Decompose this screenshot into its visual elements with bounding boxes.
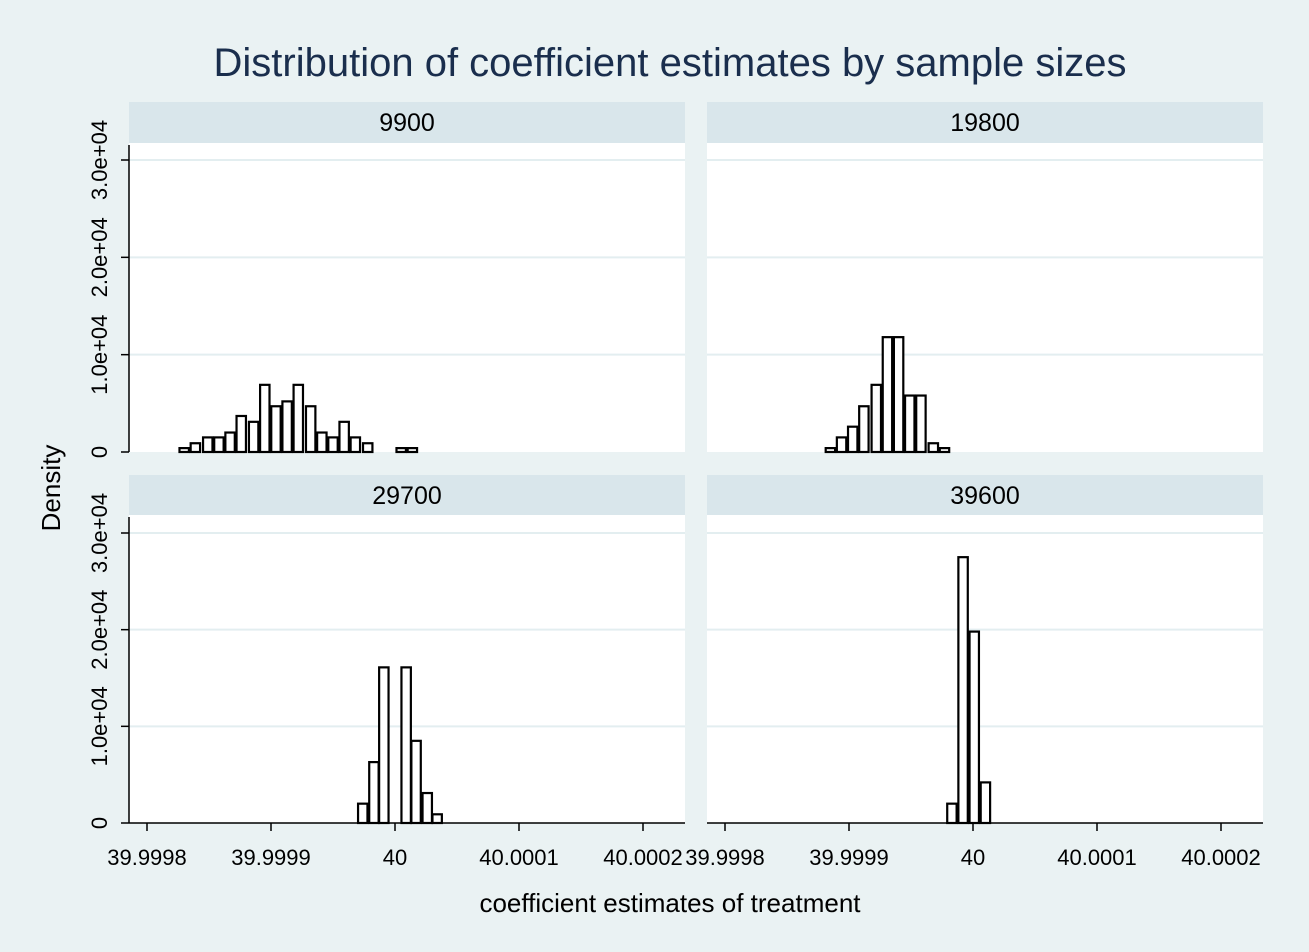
panel-strip [707, 475, 1263, 515]
histogram-bar [979, 781, 992, 825]
histogram-bar [846, 425, 859, 454]
chart-title: Distribution of coefficient estimates by… [214, 41, 1127, 85]
y-tick-label: 2.0e+04 [87, 590, 112, 670]
x-tick-label: 40.0001 [479, 845, 559, 870]
x-tick-label: 39.9998 [685, 845, 765, 870]
x-tick-label: 40.0001 [1057, 845, 1137, 870]
panel-19800: 19800 [707, 102, 1263, 454]
histogram-bar [406, 447, 419, 454]
y-tick-label: 3.0e+04 [87, 120, 112, 200]
histogram-bar [892, 336, 905, 454]
histogram-bar [915, 394, 927, 454]
histogram-bar [824, 447, 837, 454]
histogram-bar [201, 436, 214, 454]
histogram-bar [395, 447, 408, 454]
histogram-bar [338, 420, 350, 454]
histogram-bar [292, 383, 305, 454]
panel-strip [129, 102, 685, 143]
histogram-bar [927, 442, 940, 454]
y-tick-label: 0 [87, 817, 112, 829]
histogram-bar [881, 336, 894, 454]
histogram-bar [356, 802, 369, 825]
histogram-bar [213, 436, 225, 454]
x-tick-label: 40 [383, 845, 407, 870]
histogram-bar [870, 383, 883, 454]
panel-label: 9900 [379, 109, 435, 137]
histogram-bar [835, 436, 848, 454]
histogram-bar [235, 414, 248, 454]
x-tick-label: 40.0002 [1181, 845, 1261, 870]
y-tick-label: 3.0e+04 [87, 493, 112, 573]
histogram-bar [968, 630, 981, 825]
x-axis-title: coefficient estimates of treatment [479, 888, 861, 918]
histogram-bar [178, 447, 191, 454]
panel-label: 29700 [372, 482, 442, 510]
histogram-bar [247, 420, 260, 454]
panel-label: 39600 [950, 482, 1020, 510]
histogram-bar [400, 666, 412, 825]
panel-strip [129, 475, 685, 515]
x-tick-label: 39.9998 [107, 845, 187, 870]
histogram-bar [327, 436, 339, 454]
histogram-bar [189, 442, 202, 454]
plot-area [707, 143, 1263, 452]
x-tick-label: 39.9999 [809, 845, 889, 870]
x-tick-label: 40 [961, 845, 985, 870]
panel-grid: 9900 0 1.0e+04 2.0e+04 3.0e+04 19800 29700 0 1.0… [87, 102, 1263, 870]
panel-label: 19800 [950, 109, 1020, 137]
histogram-bar [270, 405, 282, 454]
histogram-bar [946, 802, 958, 825]
histogram-bar [431, 813, 443, 825]
y-tick-label: 1.0e+04 [87, 315, 112, 395]
panel-strip [707, 102, 1263, 143]
histogram-bar [410, 739, 422, 825]
histogram-bar [224, 431, 236, 454]
panel-9900: 9900 0 1.0e+04 2.0e+04 3.0e+04 [87, 102, 685, 458]
histogram-bar [304, 405, 317, 454]
x-tick-label: 40.0002 [603, 845, 683, 870]
histogram-bar [361, 442, 374, 454]
plot-area [129, 143, 685, 452]
histogram-bar [281, 400, 293, 454]
histogram-bar [368, 760, 380, 825]
histogram-bar [421, 791, 434, 825]
histogram-bar [316, 431, 328, 454]
y-tick-label: 2.0e+04 [87, 217, 112, 297]
histogram-bar [378, 666, 390, 825]
histogram-bar [903, 394, 916, 454]
y-axis-title: Density [36, 445, 66, 532]
histogram-bar [258, 383, 271, 454]
plot-area [707, 515, 1263, 823]
histogram-bar [858, 405, 870, 454]
panel-29700: 29700 0 1.0e+04 2.0e+04 3.0e+04 39.9998 39.999… [87, 475, 685, 870]
y-tick-label: 0 [87, 446, 112, 458]
panel-39600: 39600 39.9998 39.9999 40 40.0001 40.0002 [685, 475, 1263, 870]
histogram-bar [938, 447, 951, 454]
y-tick-label: 1.0e+04 [87, 686, 112, 766]
histogram-bar [349, 436, 362, 454]
x-tick-label: 39.9999 [231, 845, 311, 870]
histogram-bar [957, 556, 969, 825]
